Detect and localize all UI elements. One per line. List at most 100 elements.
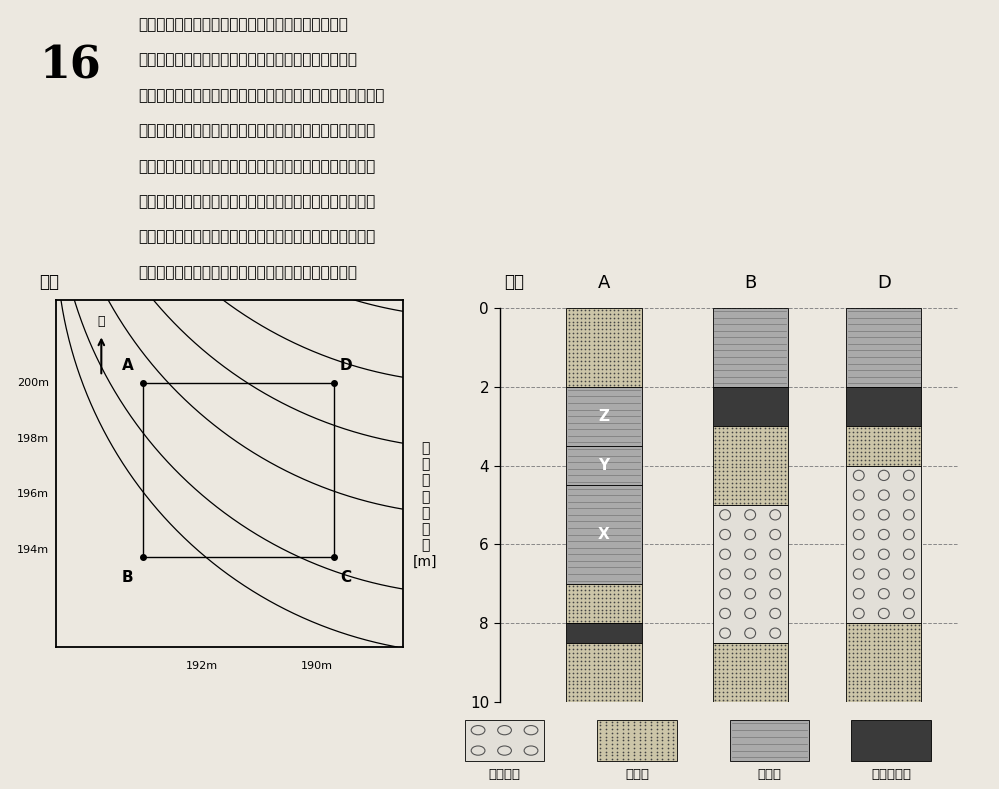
Point: [585, 579, 601, 592]
Point: [765, 442, 781, 454]
Point: [585, 663, 601, 675]
Point: [585, 639, 601, 652]
Point: [898, 663, 914, 675]
Point: [907, 434, 923, 447]
Point: [853, 445, 869, 458]
Point: [618, 663, 634, 675]
Point: [773, 694, 789, 707]
Point: [874, 442, 890, 454]
Point: [870, 626, 886, 639]
Point: [898, 626, 914, 639]
Point: [643, 749, 659, 761]
Point: [769, 492, 785, 506]
Point: [723, 453, 739, 466]
Point: [761, 694, 777, 707]
Bar: [566, 446, 641, 485]
Point: [614, 611, 630, 623]
Point: [614, 731, 630, 743]
Point: [602, 615, 618, 628]
Point: [589, 658, 605, 671]
Point: [569, 603, 585, 615]
Point: [610, 658, 626, 671]
Point: [560, 339, 576, 352]
Point: [610, 312, 626, 324]
Point: [773, 497, 789, 510]
Point: [711, 650, 727, 663]
Point: [861, 429, 877, 442]
Point: [878, 639, 894, 652]
Point: [736, 647, 752, 660]
Point: [560, 584, 576, 596]
Point: [631, 347, 647, 360]
Point: [740, 469, 756, 481]
Point: [592, 734, 608, 746]
Point: [565, 331, 581, 344]
Point: [577, 658, 593, 671]
Point: [577, 323, 593, 336]
Point: [565, 308, 581, 320]
Point: [592, 731, 608, 743]
Point: [861, 445, 877, 458]
Point: [589, 358, 605, 372]
Point: [614, 316, 630, 328]
Point: [569, 658, 585, 671]
Point: [898, 666, 914, 679]
Point: [845, 631, 861, 644]
Point: [744, 445, 760, 458]
Bar: [729, 720, 809, 761]
Point: [849, 666, 865, 679]
Y-axis label: 地
表
か
ら
の
深
さ
[m]: 地 表 か ら の 深 さ [m]: [414, 441, 438, 569]
Point: [618, 331, 634, 344]
Point: [853, 682, 869, 694]
Point: [861, 678, 877, 691]
Point: [565, 690, 581, 702]
Point: [853, 674, 869, 686]
Point: [841, 663, 857, 675]
Point: [857, 686, 873, 699]
Point: [870, 642, 886, 655]
Point: [841, 686, 857, 699]
Point: [756, 686, 772, 699]
Point: [573, 375, 589, 387]
Point: [752, 655, 768, 667]
Point: [581, 358, 597, 372]
Point: [732, 682, 748, 694]
Point: [610, 690, 626, 702]
Point: [878, 654, 894, 667]
Point: [606, 592, 622, 604]
Point: [756, 445, 772, 458]
Point: [569, 335, 585, 348]
Point: [560, 690, 576, 702]
Point: [894, 682, 910, 694]
Point: [610, 363, 626, 376]
Point: [560, 351, 576, 364]
Point: [565, 592, 581, 604]
Point: [573, 615, 589, 628]
Text: 図１: 図１: [40, 273, 60, 291]
Point: [911, 421, 927, 434]
Point: [894, 674, 910, 686]
Point: [861, 426, 877, 439]
Point: [732, 671, 748, 683]
Point: [581, 339, 597, 352]
Point: [740, 647, 756, 660]
Point: [592, 723, 608, 735]
Point: [560, 658, 576, 671]
Point: [748, 429, 764, 442]
Point: [581, 343, 597, 356]
Point: [719, 473, 735, 486]
Point: [627, 642, 643, 655]
Point: [769, 429, 785, 442]
Point: [620, 734, 636, 746]
Point: [865, 635, 881, 648]
Point: [618, 674, 634, 686]
Bar: [712, 387, 788, 426]
Point: [874, 663, 890, 675]
Point: [631, 674, 647, 686]
Point: [886, 682, 902, 694]
Point: [610, 647, 626, 660]
Point: [560, 323, 576, 336]
Point: [565, 655, 581, 667]
Point: [560, 320, 576, 332]
Point: [744, 650, 760, 663]
